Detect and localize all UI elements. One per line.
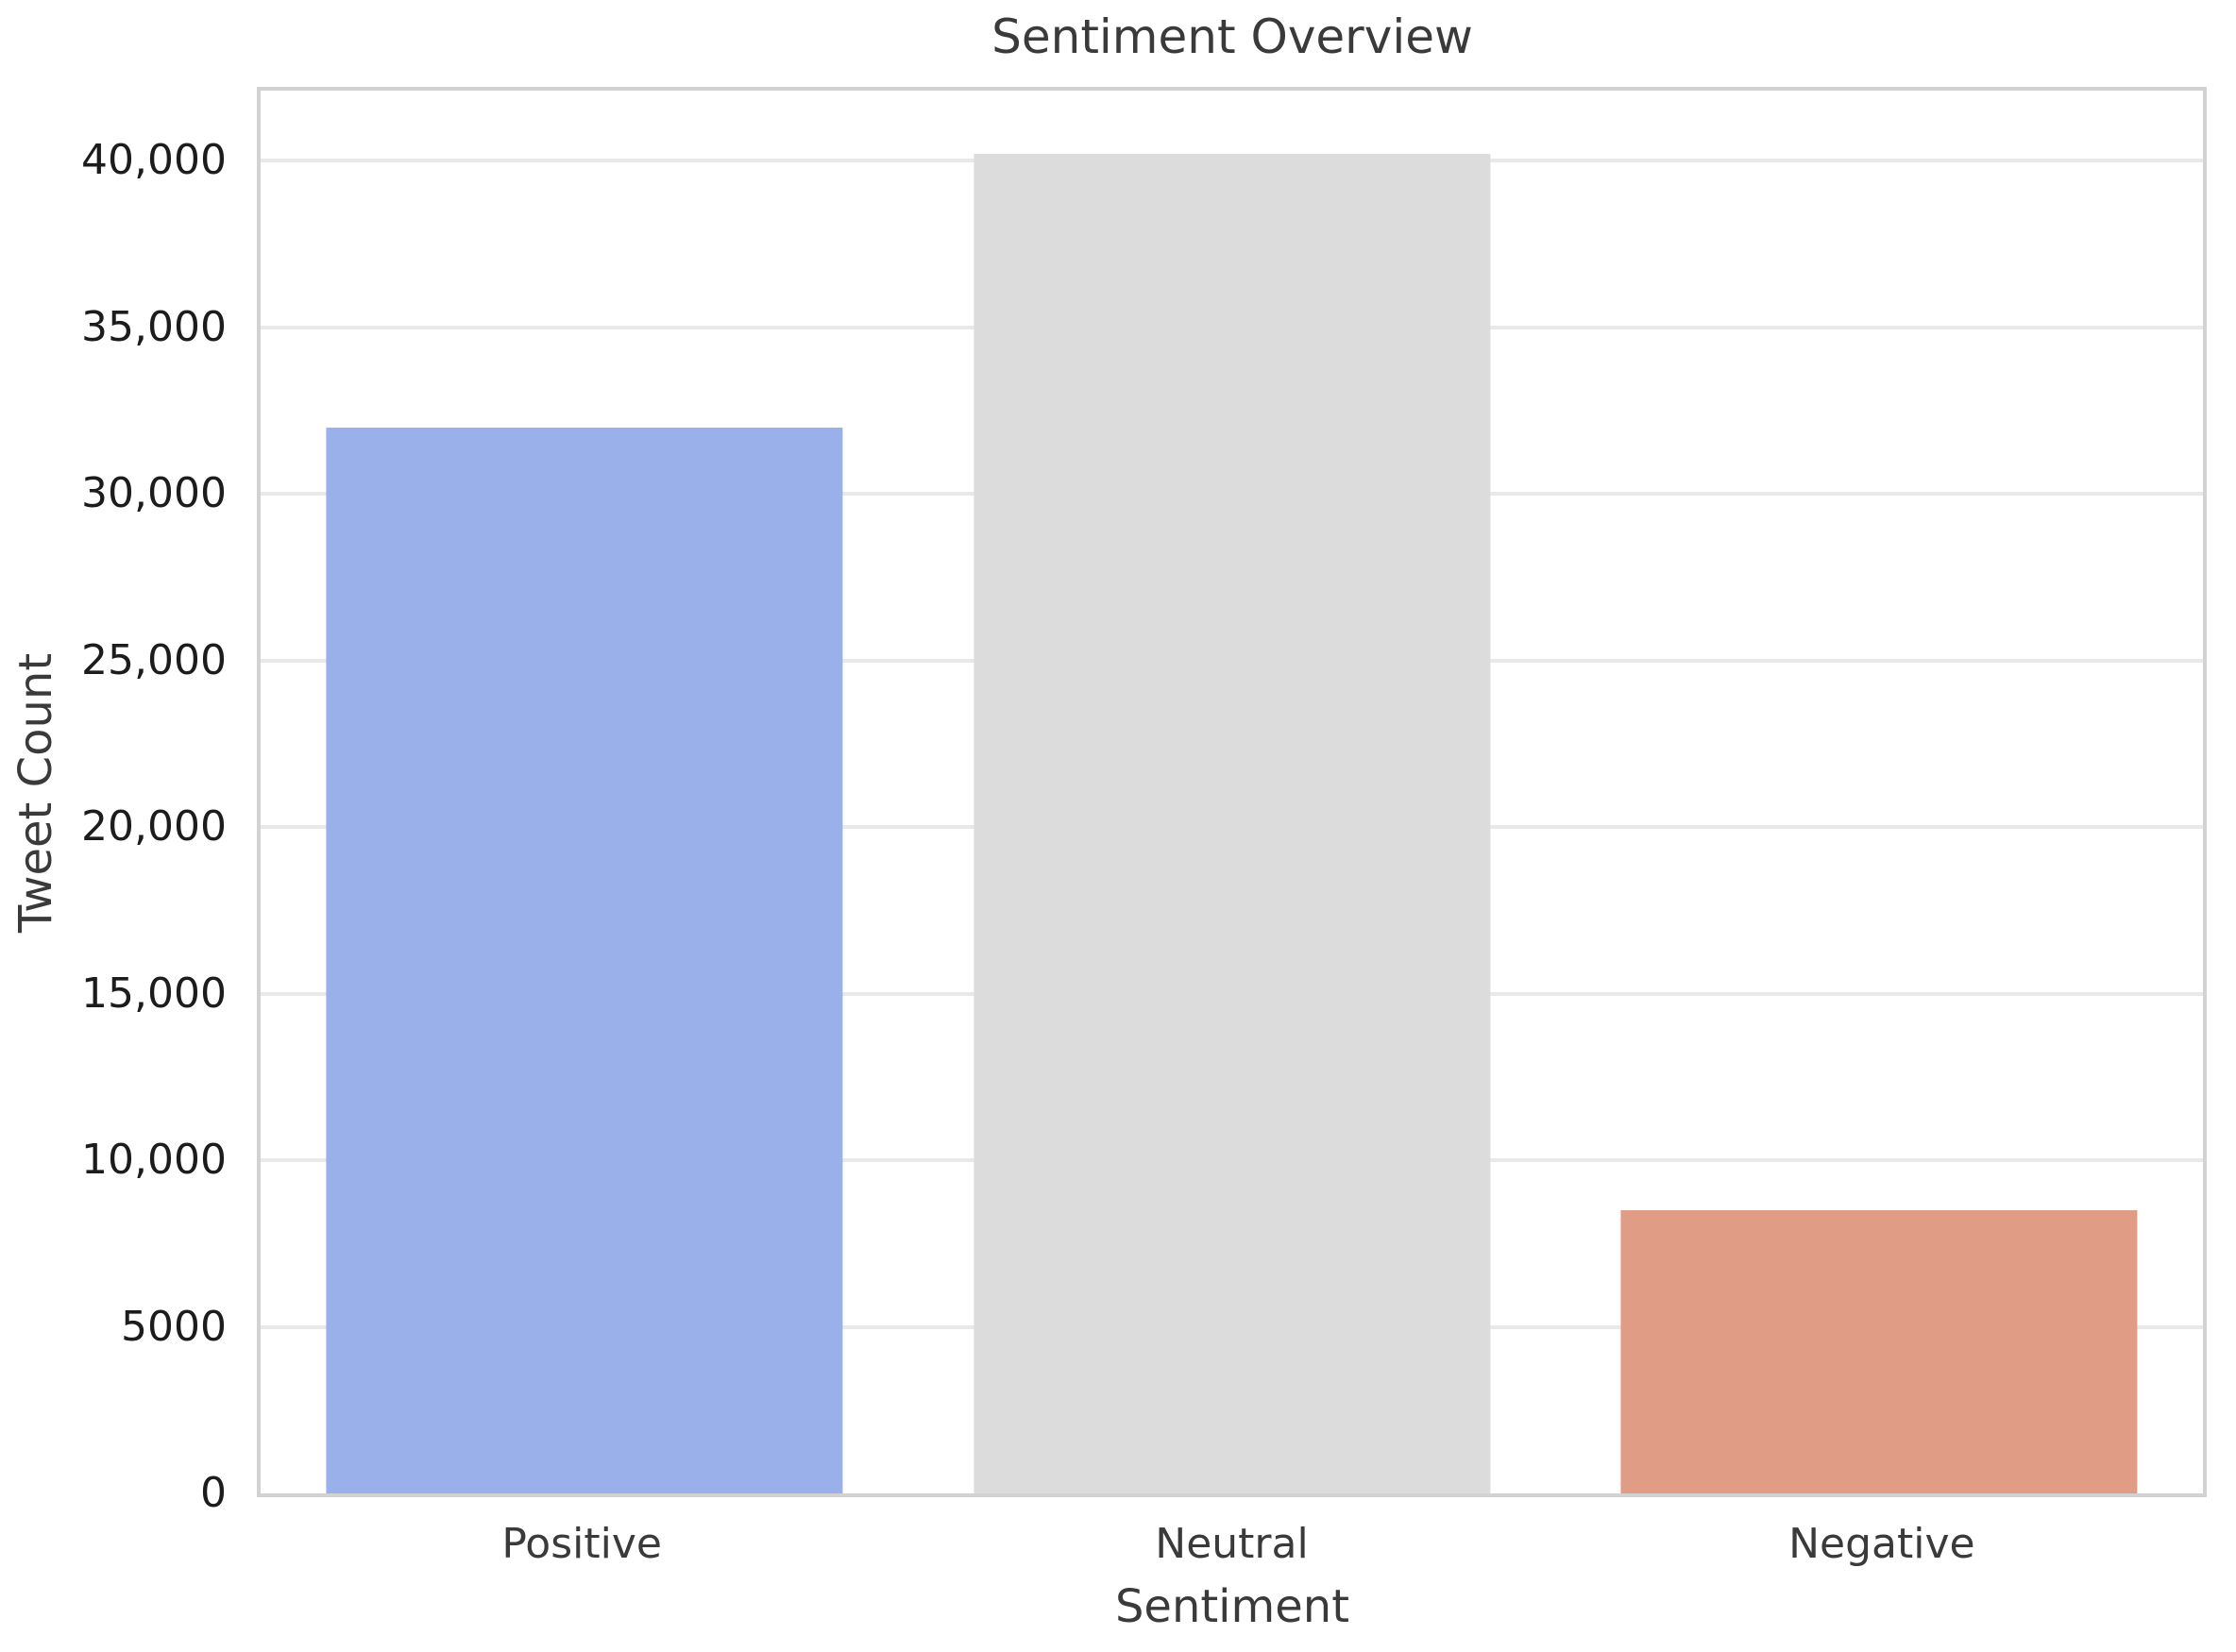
bar-negative [1620,1209,2138,1493]
y-axis-tick-labels: 0 5000 10,000 15,000 20,000 25,000 30,000 35,00… [0,91,227,1514]
x-tick-label-negative: Negative [1788,1520,1975,1568]
y-tick-label-35000: 35,000 [81,302,227,351]
bar-neutral [973,154,1491,1493]
plot-area [257,87,2207,1497]
bar-positive [326,427,843,1493]
y-tick-label-40000: 40,000 [81,136,227,185]
x-tick-label-positive: Positive [501,1520,662,1568]
y-tick-label-30000: 30,000 [81,469,227,518]
y-tick-label-20000: 20,000 [81,802,227,851]
y-tick-label-10000: 10,000 [81,1136,227,1185]
chart-title: Sentiment Overview [991,9,1473,64]
y-tick-label-0: 0 [200,1469,227,1517]
x-axis-tick-labels: Positive Neutral Negative [257,1524,2207,1576]
y-tick-label-5000: 5000 [121,1302,227,1351]
x-tick-label-neutral: Neutral [1155,1520,1309,1568]
x-axis-label: Sentiment [1114,1580,1350,1633]
y-tick-label-15000: 15,000 [81,969,227,1018]
y-tick-label-25000: 25,000 [81,635,227,684]
